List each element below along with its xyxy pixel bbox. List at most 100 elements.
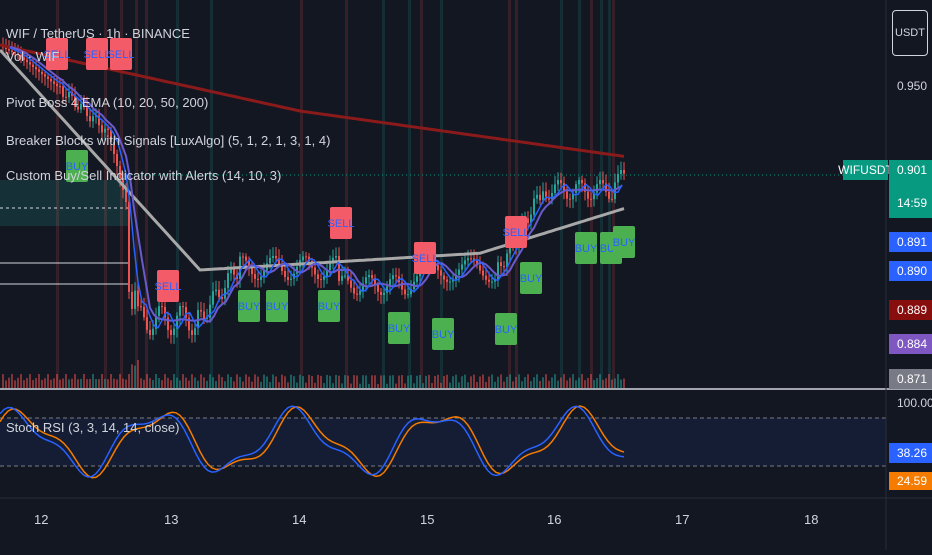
currency-button[interactable]: USDT: [892, 10, 928, 56]
sell-signal-label-text: SELL: [412, 253, 439, 265]
candle-body: [308, 256, 310, 261]
candle-body: [317, 274, 319, 280]
price-tag: 0.890: [889, 261, 932, 281]
symbol-title[interactable]: WIF / TetherUS · 1h · BINANCE: [6, 26, 190, 41]
volume-bar: [116, 379, 118, 388]
highlight-stripe: [508, 0, 511, 388]
candle-body: [575, 184, 577, 193]
volume-bar: [587, 377, 589, 388]
indicator-breaker-legend[interactable]: Breaker Blocks with Signals [LuxAlgo] (5…: [6, 133, 331, 148]
oscillator-legend[interactable]: Stoch RSI (3, 3, 14, 14, close): [6, 420, 180, 435]
candle-body: [11, 50, 13, 52]
volume-bar: [203, 377, 205, 388]
volume-bar: [557, 380, 559, 388]
candle-body: [572, 192, 574, 200]
volume-bar: [584, 380, 586, 388]
candle-body: [287, 277, 289, 280]
candle-body: [623, 170, 625, 174]
candle-body: [620, 170, 622, 174]
volume-bar: [50, 379, 52, 388]
candle-body: [470, 258, 472, 260]
sell-signal-label-box: [46, 38, 68, 70]
volume-bar: [275, 376, 277, 388]
candle-body: [38, 69, 40, 72]
candle-body: [50, 79, 52, 82]
volume-bar: [299, 374, 301, 388]
candle-body: [578, 180, 580, 185]
volume-bar: [158, 377, 160, 388]
volume-bar: [311, 375, 313, 388]
candle-body: [338, 256, 340, 281]
volume-bar: [11, 374, 13, 388]
volume-bar: [497, 376, 499, 388]
volume-bar: [128, 374, 130, 388]
volume-bar: [23, 380, 25, 388]
candle-body: [227, 273, 229, 288]
volume-bar: [287, 382, 289, 388]
volume-bar: [302, 376, 304, 388]
buy-signal-label: BUY: [388, 312, 411, 344]
volume-bar: [164, 374, 166, 388]
volume-bar: [404, 383, 406, 388]
buy-signal-label: BUY: [613, 226, 636, 258]
symbol-price-tag: WIFUSDT: [838, 160, 893, 180]
buy-signal-label-text: BUY: [388, 323, 411, 335]
candle-body: [179, 306, 181, 316]
volume-bar: [140, 378, 142, 388]
volume-bar: [284, 376, 286, 388]
indicator-buysell-legend[interactable]: Custom Buy/Sell Indicator with Alerts (1…: [6, 168, 282, 183]
buy-signal-label-box: [495, 313, 517, 345]
candle-body: [326, 270, 328, 277]
candle-body: [194, 328, 196, 335]
candle-body: [491, 281, 493, 283]
candle-body: [557, 180, 559, 185]
sell-signal-label-box: [110, 38, 132, 70]
volume-bar: [581, 374, 583, 388]
price-tag: 0.889: [889, 300, 932, 320]
volume-bar: [455, 374, 457, 388]
candle-body: [170, 330, 172, 335]
volume-bar: [398, 375, 400, 388]
volume-bar: [227, 374, 229, 388]
sell-signal-label-text: SELL: [44, 49, 71, 61]
volume-bar: [467, 382, 469, 388]
volume-bar: [173, 374, 175, 388]
volume-bar: [62, 378, 64, 388]
sell-signal-label: SELL: [44, 38, 71, 70]
candle-body: [35, 67, 37, 70]
buy-signal-label: BUY: [520, 262, 543, 294]
candle-body: [563, 183, 565, 192]
candle-body: [164, 306, 166, 318]
highlight-stripe: [515, 0, 518, 388]
volume-bar: [437, 374, 439, 388]
indicator-ema-legend[interactable]: Pivot Boss 4 EMA (10, 20, 50, 200): [6, 95, 209, 110]
candle-body: [272, 256, 274, 258]
highlight-stripe: [600, 0, 603, 388]
candle-body: [47, 76, 49, 79]
volume-bar: [518, 374, 520, 388]
highlight-stripe: [210, 0, 213, 388]
volume-bar: [578, 377, 580, 388]
volume-bar: [506, 376, 508, 388]
candle-body: [269, 257, 271, 264]
candle-body: [158, 306, 160, 316]
volume-bar: [197, 380, 199, 388]
time-axis-label: 13: [164, 512, 179, 527]
candle-body: [176, 315, 178, 329]
highlight-stripe: [440, 0, 443, 388]
candle-body: [404, 289, 406, 295]
volume-bar: [272, 374, 274, 388]
candle-body: [353, 287, 355, 294]
sell-signal-label-box: [86, 38, 108, 70]
indicator-volume-legend[interactable]: Vol · WIF: [6, 49, 60, 64]
volume-bar: [542, 377, 544, 388]
buy-signal-label-box: [66, 150, 88, 182]
time-axis-label: 12: [34, 512, 49, 527]
volume-bar: [560, 377, 562, 388]
volume-bar: [254, 374, 256, 388]
buy-signal-label: BUY: [266, 290, 289, 322]
candle-body: [350, 280, 352, 288]
volume-bar: [89, 378, 91, 388]
